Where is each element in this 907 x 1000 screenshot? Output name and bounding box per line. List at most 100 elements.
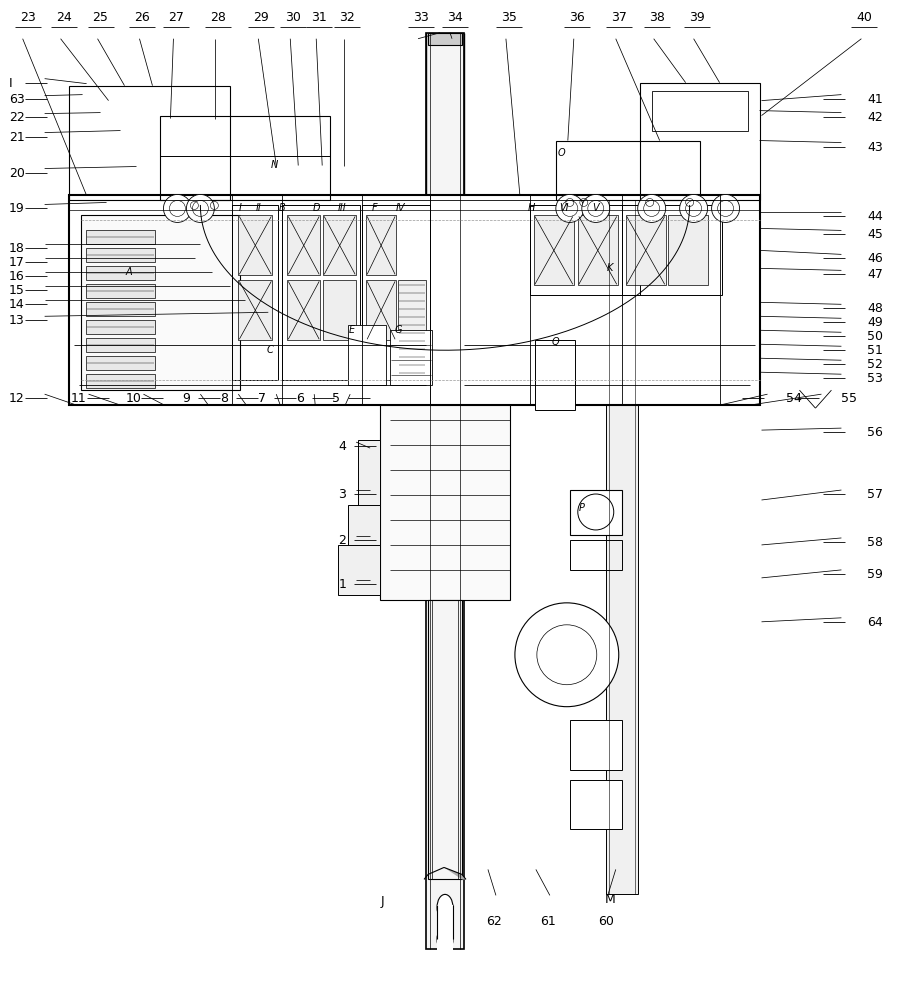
Bar: [85, 338, 155, 352]
Text: 29: 29: [253, 11, 269, 24]
Bar: [398, 280, 426, 380]
Text: 21: 21: [9, 131, 24, 144]
Bar: [81, 215, 240, 390]
Text: 49: 49: [868, 316, 883, 329]
Text: 44: 44: [868, 210, 883, 223]
Text: 51: 51: [867, 344, 883, 357]
Text: 35: 35: [501, 11, 517, 24]
Text: J: J: [380, 895, 384, 908]
Text: I: I: [239, 203, 242, 213]
Text: B: B: [278, 203, 286, 213]
Bar: [358, 440, 380, 520]
Text: V: V: [592, 203, 600, 213]
Text: 30: 30: [286, 11, 301, 24]
Text: 18: 18: [9, 242, 24, 255]
Text: F: F: [371, 203, 377, 213]
Text: 64: 64: [868, 616, 883, 629]
Text: 38: 38: [649, 11, 665, 24]
Circle shape: [638, 194, 666, 222]
Text: 28: 28: [210, 11, 227, 24]
Text: 24: 24: [55, 11, 72, 24]
Circle shape: [556, 194, 584, 222]
Text: 63: 63: [9, 93, 24, 106]
Text: 7: 7: [258, 392, 267, 405]
Bar: [85, 248, 155, 262]
Polygon shape: [424, 867, 466, 879]
Text: 5: 5: [332, 392, 340, 405]
Bar: [362, 205, 430, 380]
Text: 47: 47: [867, 268, 883, 281]
Text: 54: 54: [785, 392, 802, 405]
Bar: [348, 325, 386, 385]
Text: 6: 6: [297, 392, 304, 405]
Bar: [426, 33, 464, 949]
Bar: [85, 320, 155, 334]
Text: 13: 13: [9, 314, 24, 327]
Bar: [390, 330, 432, 385]
Text: 4: 4: [338, 440, 346, 453]
Bar: [85, 230, 155, 244]
Bar: [556, 141, 699, 200]
Text: 60: 60: [598, 915, 614, 928]
Bar: [85, 302, 155, 316]
Text: IV: IV: [395, 203, 405, 213]
Text: 62: 62: [486, 915, 502, 928]
Text: 61: 61: [540, 915, 556, 928]
Circle shape: [581, 194, 610, 222]
Text: III: III: [338, 203, 346, 213]
Text: 58: 58: [867, 536, 883, 549]
Text: 16: 16: [9, 270, 24, 283]
Bar: [69, 195, 759, 405]
Text: 14: 14: [9, 298, 24, 311]
Bar: [535, 340, 575, 410]
Bar: [380, 405, 510, 600]
Text: 32: 32: [339, 11, 355, 24]
Bar: [85, 284, 155, 298]
Bar: [639, 83, 759, 200]
Bar: [626, 215, 666, 285]
Text: VI: VI: [559, 203, 569, 213]
Text: 43: 43: [868, 141, 883, 154]
Bar: [570, 540, 621, 570]
Bar: [578, 215, 618, 285]
Text: 27: 27: [169, 11, 184, 24]
Text: 11: 11: [71, 392, 86, 405]
Text: 3: 3: [338, 488, 346, 501]
Bar: [437, 905, 453, 955]
Text: D: D: [312, 203, 320, 213]
Text: 41: 41: [868, 93, 883, 106]
Text: 19: 19: [9, 202, 24, 215]
Bar: [323, 215, 356, 275]
Bar: [338, 545, 380, 595]
Text: 36: 36: [569, 11, 585, 24]
Text: 37: 37: [610, 11, 627, 24]
Ellipse shape: [437, 894, 453, 920]
Text: 17: 17: [9, 256, 24, 269]
Bar: [239, 280, 272, 340]
Text: 12: 12: [9, 392, 24, 405]
Text: II: II: [256, 203, 261, 213]
Circle shape: [578, 494, 614, 530]
Text: 8: 8: [220, 392, 229, 405]
Bar: [570, 720, 621, 770]
Text: E: E: [349, 325, 356, 335]
Text: A: A: [125, 267, 132, 277]
Bar: [85, 356, 155, 370]
Text: 1: 1: [338, 578, 346, 591]
Bar: [282, 205, 360, 380]
Text: 9: 9: [182, 392, 190, 405]
Bar: [85, 374, 155, 388]
Bar: [570, 780, 621, 829]
Text: 25: 25: [93, 11, 109, 24]
Bar: [323, 280, 356, 340]
Bar: [668, 215, 707, 285]
Text: Q: Q: [552, 337, 560, 347]
Text: C: C: [267, 345, 274, 355]
Bar: [69, 86, 230, 200]
Text: K: K: [607, 263, 613, 273]
Bar: [85, 266, 155, 280]
Text: O: O: [558, 148, 566, 158]
Text: P: P: [579, 503, 585, 513]
Bar: [288, 280, 320, 340]
Text: 48: 48: [867, 302, 883, 315]
